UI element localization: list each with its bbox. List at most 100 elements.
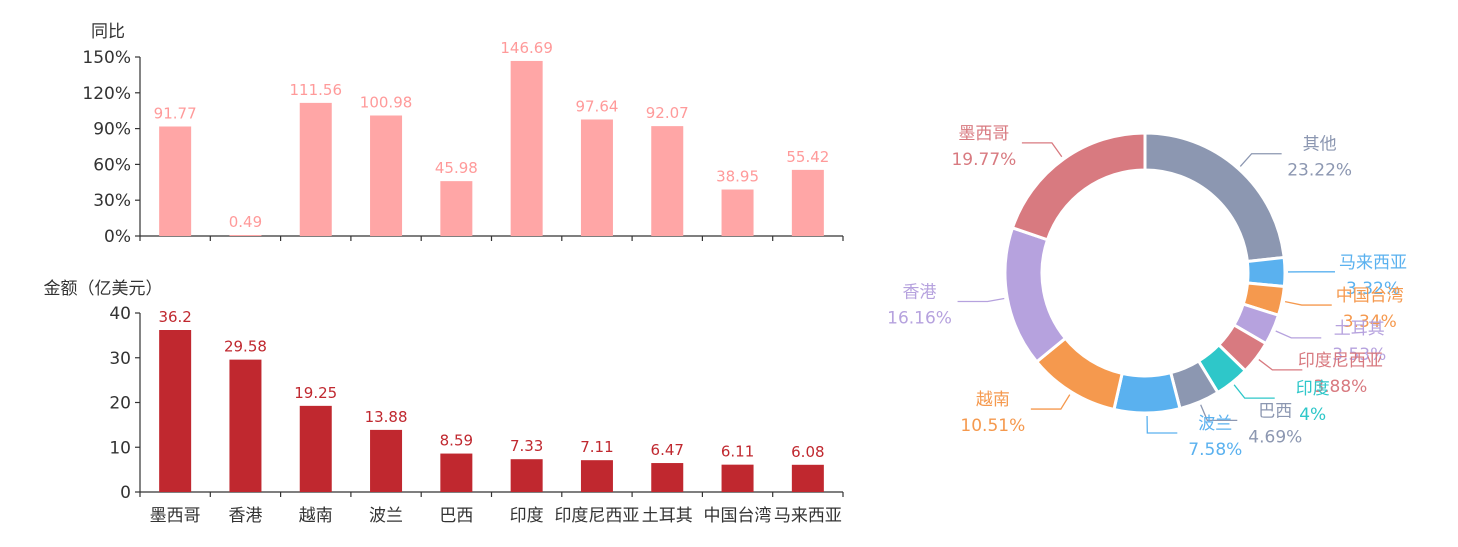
donut-slice[interactable] — [1143, 131, 1286, 264]
donut-leader-line — [1275, 330, 1322, 339]
yoy-bar-chart: 同比 0% 30% 60% 90% 120% 150% 91.77 0.49 111.56 100… — [82, 22, 844, 247]
amount-y-tick-label: 40 — [109, 304, 131, 324]
donut-slice-percent: 3.34% — [1343, 312, 1397, 332]
yoy-bar-value-label: 45.98 — [435, 159, 478, 177]
donut-slice-name: 马来西亚 — [1339, 253, 1407, 273]
donut-slice-percent: 3.88% — [1313, 377, 1367, 397]
amount-bar[interactable] — [440, 453, 473, 492]
donut-slice-name: 其他 — [1303, 135, 1337, 155]
yoy-y-tick-label: 0% — [104, 227, 131, 247]
x-category-label: 中国台湾 — [704, 506, 772, 526]
donut-slice[interactable] — [1010, 131, 1147, 242]
donut-slice-percent: 19.77% — [951, 150, 1016, 170]
yoy-bar-value-label: 97.64 — [575, 97, 618, 115]
donut-slice-percent: 4.69% — [1248, 427, 1302, 447]
yoy-bar[interactable] — [229, 235, 262, 236]
yoy-bar-value-label: 0.49 — [229, 213, 262, 231]
yoy-bar[interactable] — [370, 115, 403, 236]
yoy-bar-value-label: 100.98 — [360, 93, 413, 111]
amount-bar[interactable] — [299, 405, 332, 492]
donut-slice-name: 土耳其 — [1334, 319, 1385, 339]
amount-bar[interactable] — [229, 359, 262, 492]
amount-bar[interactable] — [159, 330, 192, 492]
amount-bar-value-label: 13.88 — [365, 408, 408, 426]
donut-slice-name: 印度尼西亚 — [1298, 351, 1383, 371]
amount-y-tick-label: 30 — [109, 349, 131, 369]
amount-bar-value-label: 36.2 — [158, 308, 191, 326]
amount-y-tick-label: 20 — [109, 394, 131, 414]
donut-slice-name: 印度 — [1296, 379, 1330, 399]
donut-slice-percent: 16.16% — [887, 308, 952, 328]
x-category-label: 土耳其 — [642, 506, 693, 526]
yoy-bar-value-label: 91.77 — [154, 104, 197, 122]
x-category-label: 印度 — [510, 506, 544, 526]
yoy-bar-value-label: 111.56 — [290, 81, 343, 99]
donut-leader-line — [1146, 415, 1178, 434]
amount-bar[interactable] — [510, 459, 543, 492]
yoy-y-tick-label: 60% — [93, 155, 131, 175]
amount-bar-value-label: 6.47 — [651, 441, 684, 459]
donut-leader-line — [1284, 301, 1332, 306]
x-category-label: 巴西 — [439, 506, 473, 526]
yoy-y-tick-label: 120% — [82, 84, 131, 104]
x-category-label: 香港 — [228, 506, 262, 526]
yoy-axis-title: 同比 — [91, 22, 125, 42]
amount-bar-value-label: 8.59 — [440, 432, 473, 450]
donut-leader-line — [1200, 404, 1238, 422]
donut-slice[interactable] — [1003, 225, 1068, 364]
donut-slice-percent: 23.22% — [1287, 161, 1352, 181]
x-category-label: 波兰 — [369, 506, 403, 526]
donut-slice-name: 波兰 — [1198, 414, 1232, 434]
amount-bar-value-label: 19.25 — [294, 384, 337, 402]
donut-leader-line — [1233, 384, 1275, 399]
donut-slice-percent: 3.32% — [1346, 279, 1400, 299]
yoy-bar-value-label: 146.69 — [500, 39, 553, 57]
yoy-bar[interactable] — [721, 189, 754, 236]
x-category-label: 印度尼西亚 — [554, 506, 639, 526]
donut-slice-percent: 10.51% — [960, 416, 1025, 436]
donut-leader-line — [1239, 153, 1282, 167]
yoy-bar[interactable] — [440, 181, 473, 236]
yoy-bar[interactable] — [510, 60, 543, 236]
yoy-bar[interactable] — [580, 119, 613, 236]
yoy-y-tick-label: 30% — [93, 191, 131, 211]
yoy-bar-value-label: 55.42 — [786, 148, 829, 166]
x-category-label: 越南 — [299, 506, 333, 526]
amount-bar-value-label: 7.33 — [510, 437, 543, 455]
yoy-y-tick-label: 90% — [93, 120, 131, 140]
donut-leader-line — [1021, 142, 1063, 158]
donut-slice-name: 越南 — [976, 390, 1010, 410]
donut-leader-line — [1030, 394, 1071, 410]
amount-bar[interactable] — [651, 463, 684, 492]
amount-bar-value-label: 7.11 — [580, 438, 613, 456]
yoy-y-tick-label: 150% — [82, 48, 131, 68]
amount-y-tick-label: 10 — [109, 438, 131, 458]
yoy-bar-value-label: 92.07 — [646, 104, 689, 122]
amount-axis-title: 金额（亿美元） — [44, 279, 163, 299]
x-category-label: 墨西哥 — [150, 506, 201, 526]
donut-slice-percent: 7.58% — [1188, 440, 1242, 460]
amount-bar-chart: 金额（亿美元） 0 10 20 30 40 36.2 墨西哥 29.58 香港 19.25 越南 13… — [44, 279, 844, 526]
donut-slice-name: 墨西哥 — [958, 124, 1009, 144]
yoy-bar[interactable] — [651, 126, 684, 236]
yoy-bar[interactable] — [299, 102, 332, 236]
amount-bar[interactable] — [580, 460, 613, 492]
amount-bar-value-label: 6.08 — [791, 443, 824, 461]
donut-slice-name: 巴西 — [1258, 401, 1292, 421]
amount-bar[interactable] — [370, 429, 403, 492]
yoy-bar-value-label: 38.95 — [716, 168, 759, 186]
donut-slice-name: 香港 — [903, 282, 937, 302]
donut-slice-name: 中国台湾 — [1336, 286, 1404, 306]
donut-slice[interactable] — [1112, 370, 1182, 415]
amount-bar[interactable] — [791, 464, 824, 492]
amount-bar-value-label: 6.11 — [721, 443, 754, 461]
yoy-bar[interactable] — [159, 126, 192, 236]
amount-bar[interactable] — [721, 464, 754, 492]
donut-leader-line — [957, 297, 1005, 303]
donut-slice-percent: 4% — [1299, 405, 1326, 425]
donut-slice-percent: 3.53% — [1332, 345, 1386, 365]
yoy-bar[interactable] — [791, 169, 824, 236]
amount-bar-value-label: 29.58 — [224, 338, 267, 356]
donut-leader-line — [1258, 359, 1303, 371]
